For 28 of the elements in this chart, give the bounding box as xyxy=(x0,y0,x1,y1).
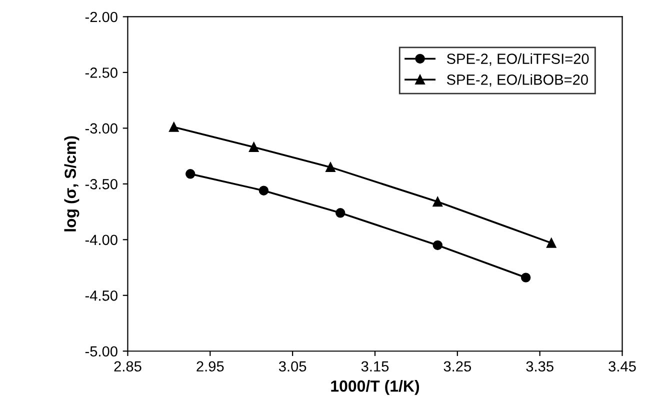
point xyxy=(258,186,269,196)
point xyxy=(432,196,442,207)
point xyxy=(169,122,179,132)
point xyxy=(432,240,442,250)
x-tick-label: 3.05 xyxy=(278,361,306,372)
x-tick-label: 2.95 xyxy=(196,361,224,372)
x-tick-label: 2.85 xyxy=(114,361,142,372)
point xyxy=(336,208,346,218)
x-tick-label: 3.15 xyxy=(361,361,389,372)
x-tick-label: 3.25 xyxy=(444,361,471,372)
y-tick-label: -2.50 xyxy=(85,68,118,78)
y-tick-label: -4.50 xyxy=(85,290,118,301)
point xyxy=(546,238,556,248)
legend-label: SPE-2, EO/LiTFSI=20 xyxy=(446,53,589,66)
point xyxy=(248,142,259,152)
y-tick-label: -3.50 xyxy=(85,179,118,190)
y-axis-title: log (σ, S/cm) xyxy=(64,136,80,232)
y-tick-label: -5.00 xyxy=(85,346,118,357)
y-tick-label: -2.00 xyxy=(85,12,118,22)
legend-label: SPE-2, EO/LiBOB=20 xyxy=(446,74,588,87)
x-tick-label: 3.35 xyxy=(526,361,554,372)
x-tick-label: 3.45 xyxy=(608,361,636,372)
point xyxy=(326,162,336,172)
point xyxy=(186,169,196,179)
x-axis-title: 1000/T (1/K) xyxy=(331,380,420,395)
point xyxy=(520,272,531,282)
y-tick-label: -4.00 xyxy=(85,234,118,246)
y-tick-label: -3.00 xyxy=(85,123,118,134)
